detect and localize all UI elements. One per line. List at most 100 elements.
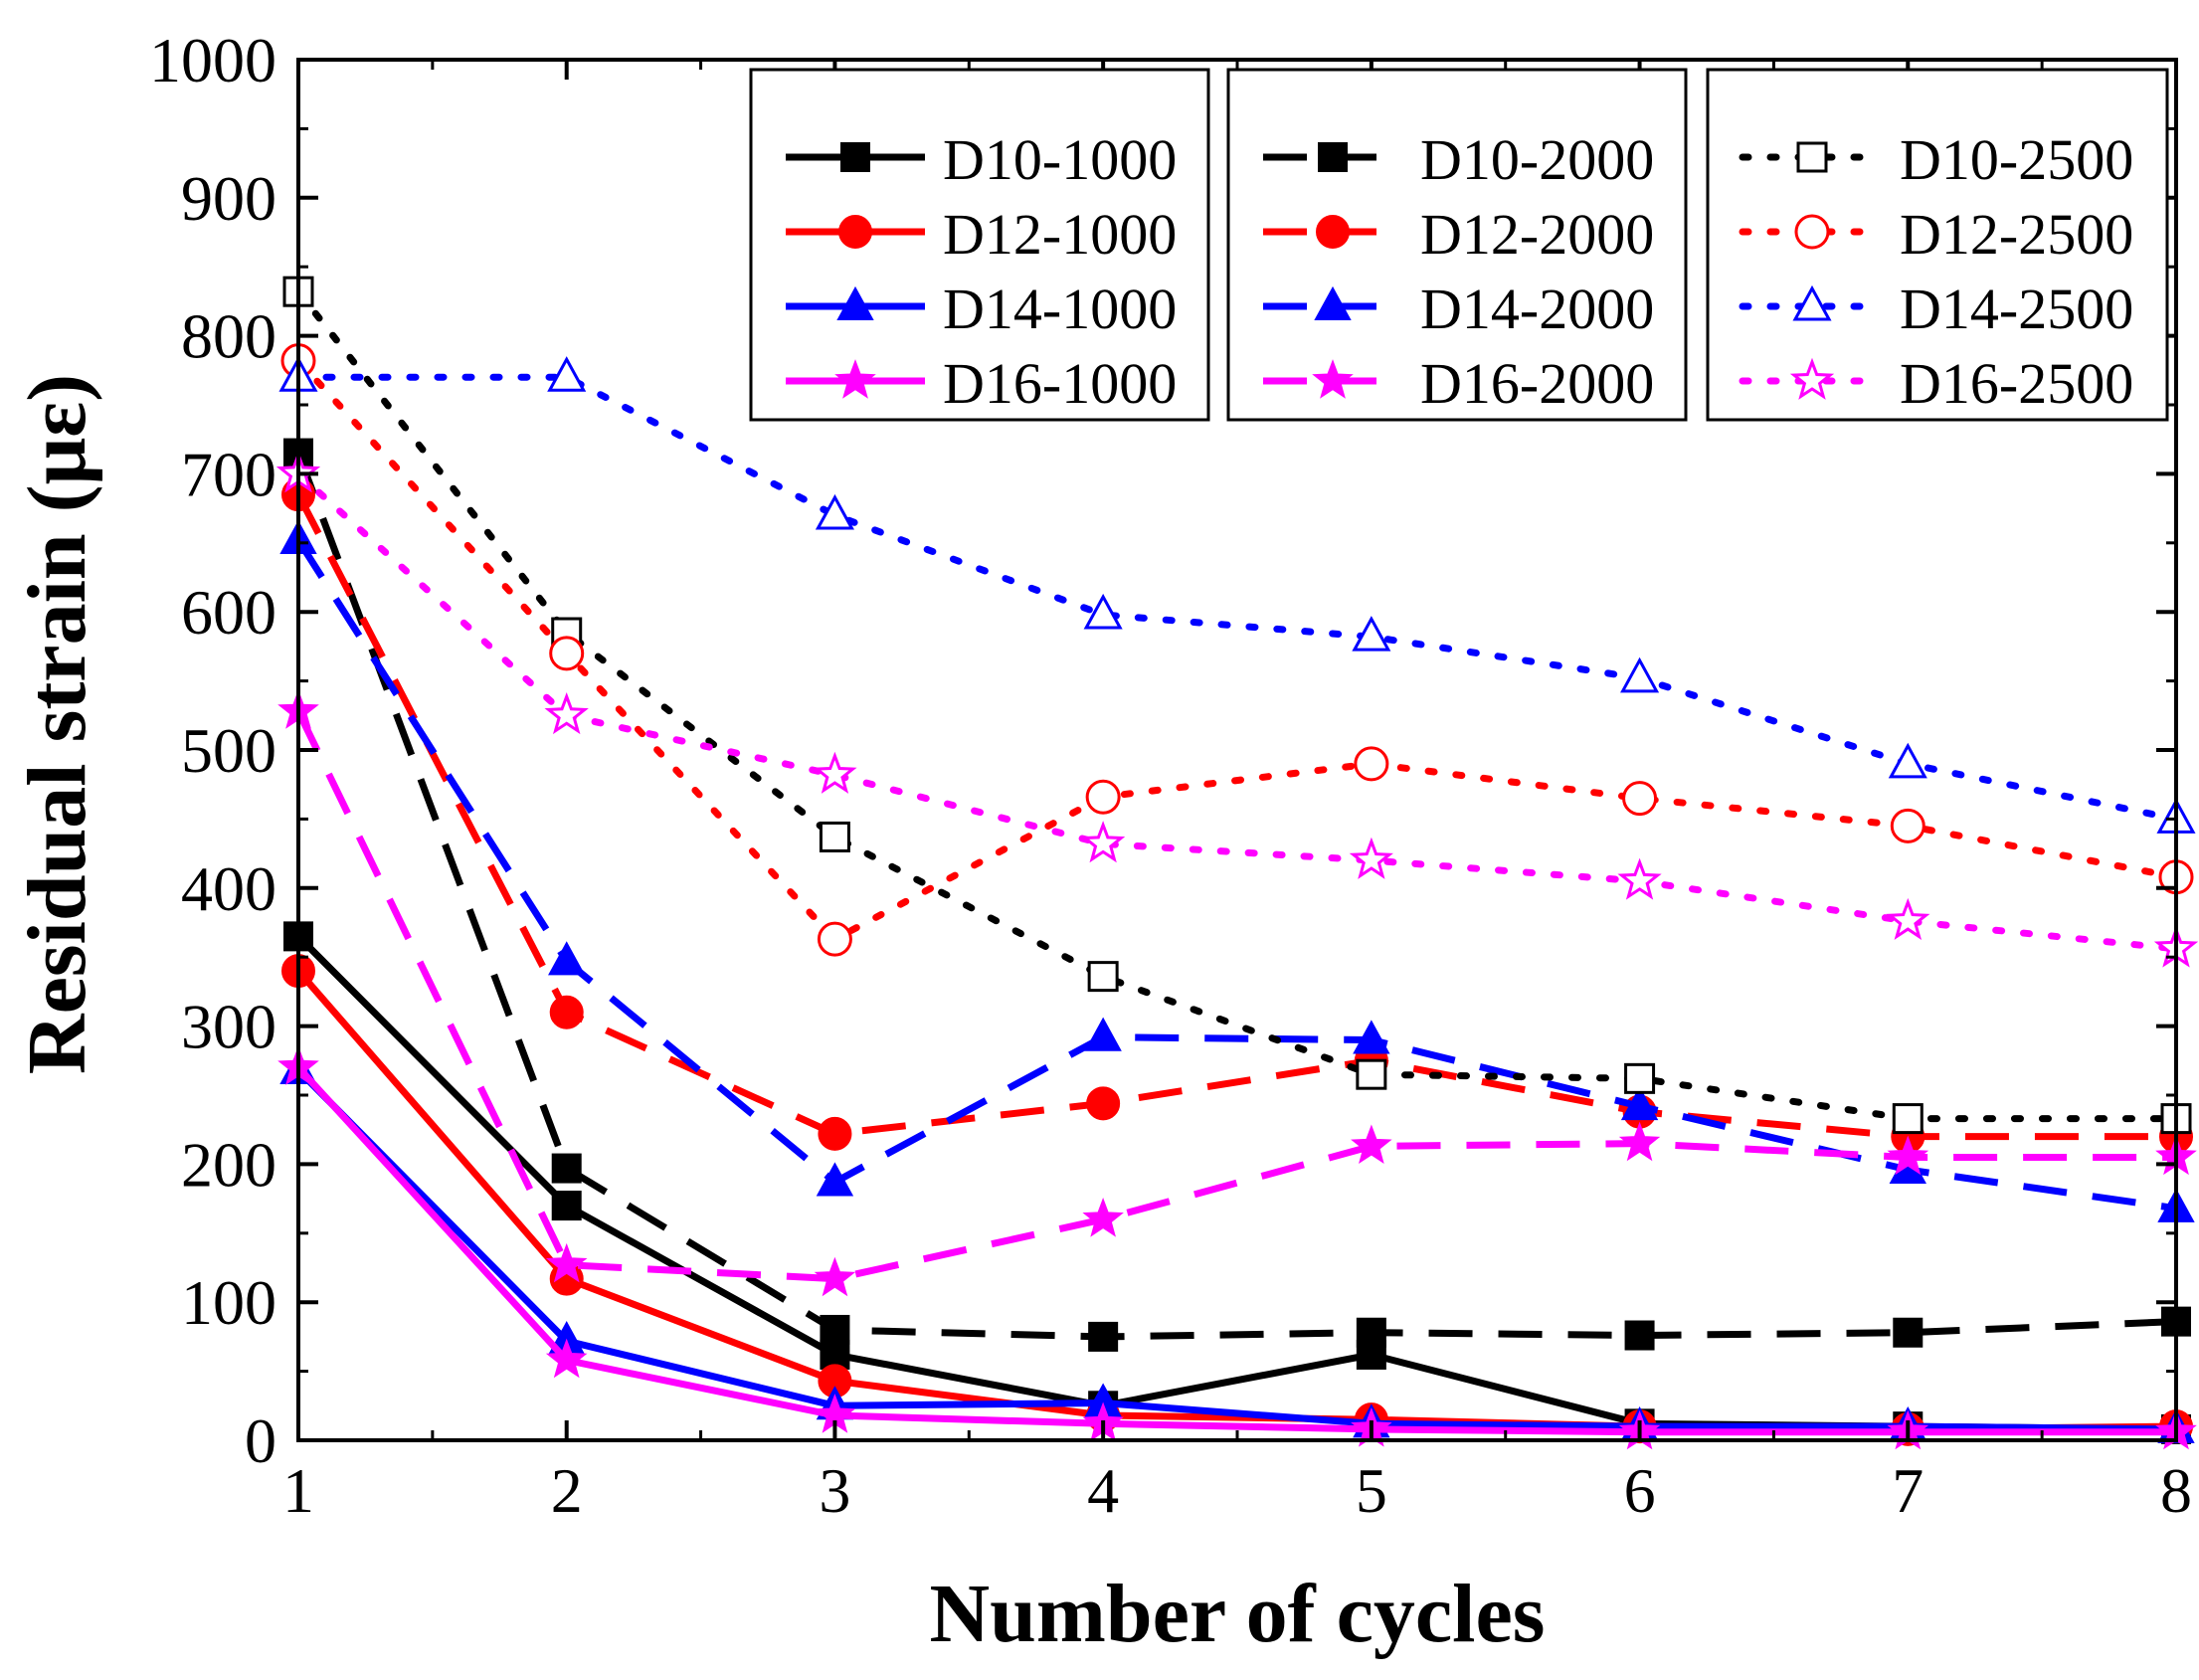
x-tick-label: 7: [1892, 1455, 1924, 1526]
legend: D10-1000 D12-1000 D14-1000 D16-1000 D10-2000…: [749, 68, 2169, 422]
data-point-D12-2000-3: [818, 1116, 852, 1151]
data-point-D10-2000-5: [1356, 1317, 1386, 1348]
legend-label-D12-1000: D12-1000: [943, 202, 1177, 267]
data-point-D16-2500-4: [1081, 821, 1126, 863]
data-point-D10-2000-4: [1088, 1321, 1119, 1352]
data-point-D16-2000-7: [1887, 1135, 1929, 1176]
legend-marker-D14-1000: [836, 285, 874, 320]
series-line-D16-2000: [294, 709, 2176, 1283]
data-point-D16-2500-6: [1617, 857, 1662, 900]
data-point-D14-2000-4: [1084, 1017, 1122, 1051]
legend-box-1: [749, 68, 1210, 422]
x-tick-label: 8: [2160, 1455, 2192, 1526]
data-point-D14-2500-2: [547, 356, 587, 392]
legend-marker-D16-2000: [1312, 359, 1354, 399]
data-point-D16-2000-2: [545, 1242, 588, 1283]
legend-label-D10-2500: D10-2500: [1900, 127, 2133, 192]
legend-marker-D14-2000: [1314, 285, 1352, 320]
series-D14-2500: [278, 356, 2196, 834]
legend-box-2: [1226, 68, 1688, 422]
legend-item-D10-1000: D10-1000: [786, 127, 1177, 192]
legend-label-D12-2000: D12-2000: [1420, 202, 1654, 267]
data-point-D10-2500-3: [819, 821, 850, 852]
series-line-D14-2000: [295, 538, 2177, 1213]
axis-layer: 0 100 200 300 400 500 600 700 800 900 1000 1 2 3 4 5 6 7 8: [149, 25, 2192, 1526]
legend-box-3: [1706, 68, 2169, 422]
series-D16-2500: [275, 451, 2199, 968]
y-tick-label: 300: [181, 992, 276, 1062]
data-point-D12-2500-4: [1085, 779, 1121, 815]
series-line-D10-2000: [294, 452, 2177, 1341]
x-tick-label: 2: [551, 1455, 583, 1526]
legend-label-D14-2500: D14-2500: [1900, 277, 2133, 341]
x-tick-label: 6: [1624, 1455, 1656, 1526]
data-point-D14-2000-3: [816, 1162, 854, 1197]
data-point-D12-2500-2: [549, 636, 585, 671]
legend-label-D12-2500: D12-2500: [1900, 202, 2133, 267]
y-tick-label: 900: [181, 163, 276, 234]
y-tick-label: 1000: [149, 25, 276, 95]
legend-marker-D10-2000: [1318, 142, 1348, 172]
series-line-D16-2500: [294, 469, 2180, 953]
legend-marker-D16-1000: [834, 359, 876, 399]
legend-marker-D12-2000: [1316, 215, 1350, 249]
series-line-D14-1000: [295, 1067, 2177, 1433]
legend-item-D16-2500: D16-2500: [1739, 351, 2133, 416]
y-tick-label: 400: [181, 853, 276, 924]
data-point-D16-2500-5: [1349, 837, 1393, 879]
data-point-D16-1000-2: [545, 1338, 588, 1379]
x-tick-label: 5: [1356, 1455, 1387, 1526]
data-point-D10-2000-7: [1893, 1317, 1924, 1348]
legend-item-D16-1000: D16-1000: [786, 351, 1177, 416]
legend-marker-D10-2500: [1796, 141, 1828, 173]
series-layer: [275, 276, 2199, 1450]
data-point-D16-2000-3: [814, 1256, 856, 1297]
data-point-D10-2000-2: [551, 1153, 582, 1184]
data-point-D14-2500-7: [1888, 742, 1927, 779]
legend-label-D14-2000: D14-2000: [1420, 277, 1654, 341]
data-point-D10-2500-4: [1087, 961, 1119, 993]
data-point-D12-2500-5: [1354, 746, 1389, 782]
y-tick-label: 0: [245, 1405, 276, 1476]
legend-item-D12-2000: D12-2000: [1263, 202, 1654, 267]
data-point-D16-2000-5: [1351, 1124, 1392, 1164]
y-tick-label: 100: [181, 1267, 276, 1338]
legend-item-D12-1000: D12-1000: [786, 202, 1177, 267]
data-point-D14-2500-4: [1083, 593, 1123, 630]
data-point-D14-2000-5: [1353, 1020, 1390, 1054]
data-point-D10-2000-3: [820, 1314, 850, 1345]
data-point-D12-2000-4: [1086, 1086, 1121, 1121]
data-point-D16-2000-4: [1082, 1198, 1124, 1237]
legend-item-D14-1000: D14-1000: [786, 277, 1177, 341]
data-point-D14-2000-6: [1620, 1086, 1659, 1121]
legend-marker-D14-2500: [1792, 284, 1832, 321]
legend-label-D16-2500: D16-2500: [1900, 351, 2133, 416]
series-D10-2500: [282, 276, 2192, 1135]
x-axis-title: Number of cycles: [930, 1568, 1546, 1660]
data-point-D10-2500-6: [1624, 1062, 1656, 1094]
data-point-D16-2000-6: [1618, 1121, 1661, 1162]
data-point-D16-2500-2: [544, 692, 589, 735]
data-point-D12-2500-6: [1622, 781, 1658, 817]
data-point-D10-2500-7: [1892, 1103, 1924, 1135]
legend-item-D14-2000: D14-2000: [1263, 277, 1654, 341]
y-tick-label: 800: [181, 301, 276, 372]
data-point-D14-2500-6: [1620, 656, 1660, 693]
legend-marker-D16-2500: [1789, 357, 1835, 400]
series-D10-2000: [283, 438, 2191, 1352]
legend-label-D16-1000: D16-1000: [943, 351, 1177, 416]
data-point-D12-2000-2: [549, 995, 584, 1029]
y-tick-label: 200: [181, 1129, 276, 1200]
data-point-D16-2500-3: [813, 751, 857, 794]
data-point-D14-2500-5: [1352, 616, 1391, 652]
legend-item-D10-2000: D10-2000: [1263, 127, 1654, 192]
legend-item-D10-2500: D10-2500: [1739, 127, 2133, 192]
legend-label-D10-1000: D10-1000: [943, 127, 1177, 192]
legend-marker-D12-1000: [838, 215, 872, 249]
data-point-D10-2500-5: [1356, 1058, 1387, 1090]
series-line-D12-2500: [294, 357, 2180, 943]
data-point-D10-2000-6: [1624, 1320, 1655, 1351]
data-point-D16-2500-7: [1886, 897, 1930, 940]
data-point-D12-2500-3: [817, 921, 852, 957]
